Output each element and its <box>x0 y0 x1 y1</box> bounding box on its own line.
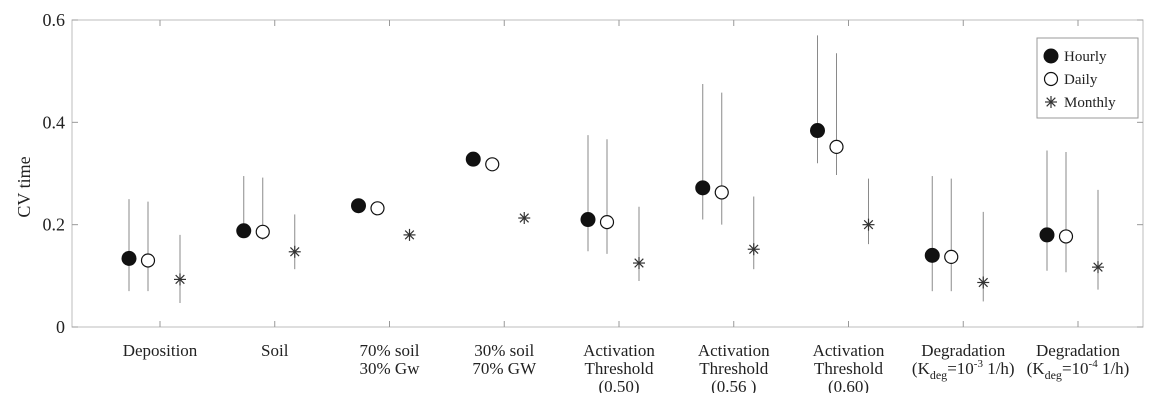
data-point <box>747 243 760 256</box>
category-label: 70% GW <box>472 359 537 378</box>
category-label: Threshold <box>814 359 883 378</box>
legend-label: Monthly <box>1064 95 1116 111</box>
data-point <box>977 276 990 289</box>
category-label: Degradation <box>921 341 1006 360</box>
category-label: Soil <box>261 341 289 360</box>
y-axis-label: CV time <box>14 156 34 217</box>
category-label: 70% soil <box>360 341 420 360</box>
category-label: (0.50) <box>598 377 639 393</box>
series-hourly <box>121 35 1055 292</box>
data-point <box>1058 229 1074 244</box>
asterisk-stroke <box>175 274 185 285</box>
category-label: Activation <box>813 341 885 360</box>
data-point <box>924 247 940 263</box>
category-label: Threshold <box>699 359 768 378</box>
formula-suffix: 1/h) <box>983 359 1015 378</box>
y-tick-label: 0.2 <box>43 215 66 235</box>
category-label: 30% Gw <box>360 359 421 378</box>
data-point <box>370 201 385 216</box>
asterisk-stroke <box>290 247 300 257</box>
data-point <box>174 273 186 286</box>
category-label: Activation <box>698 341 770 360</box>
chart-marks <box>121 35 1104 303</box>
formula-prefix: (K <box>1027 359 1046 378</box>
data-point <box>829 139 844 154</box>
formula-mid: =10 <box>947 359 974 378</box>
category-label: Threshold <box>585 359 654 378</box>
data-point <box>714 185 729 200</box>
category-label: (0.56 ) <box>711 377 756 393</box>
category-label: (0.60) <box>828 377 869 393</box>
data-point <box>695 180 711 196</box>
plot-frame <box>71 19 1144 328</box>
category-label: Activation <box>583 341 655 360</box>
series-monthly <box>174 178 1104 303</box>
series-daily <box>140 53 1074 292</box>
formula-suffix: 1/h) <box>1098 359 1130 378</box>
legend-label: Daily <box>1064 72 1098 88</box>
data-point <box>580 212 596 228</box>
asterisk-stroke <box>749 244 759 254</box>
data-point <box>810 123 825 139</box>
y-tick-label: 0 <box>56 317 65 337</box>
formula-sub: deg <box>1045 368 1062 382</box>
legend-marker <box>1045 96 1057 108</box>
data-point <box>485 157 500 172</box>
category-formula: (Kdeg=10-3 1/h) <box>912 358 1015 382</box>
data-point <box>288 245 301 258</box>
data-point <box>944 249 959 265</box>
asterisk-stroke <box>404 230 415 240</box>
asterisk-stroke <box>634 258 644 268</box>
data-point <box>236 223 252 239</box>
formula-prefix: (K <box>912 359 931 378</box>
data-point <box>121 250 137 266</box>
asterisk-stroke <box>1093 262 1103 272</box>
legend-label: Hourly <box>1064 49 1107 65</box>
asterisk-stroke <box>978 277 988 288</box>
legend-marker <box>1043 71 1059 87</box>
category-formula: (Kdeg=10-4 1/h) <box>1027 358 1130 382</box>
category-label: Degradation <box>1036 341 1121 360</box>
data-point <box>599 215 615 230</box>
formula-sup: -4 <box>1089 358 1099 370</box>
data-point <box>351 198 366 214</box>
data-point <box>1092 261 1104 274</box>
data-point <box>518 212 531 225</box>
legend-marker <box>1043 48 1059 64</box>
y-tick-label: 0.4 <box>43 112 66 132</box>
data-point <box>255 224 270 239</box>
formula-mid: =10 <box>1062 359 1089 378</box>
data-point <box>403 228 416 241</box>
data-point <box>465 151 481 167</box>
formula-sup: -3 <box>974 358 984 370</box>
data-point <box>1039 227 1055 243</box>
data-point <box>633 257 645 270</box>
category-label: Deposition <box>123 341 198 360</box>
asterisk-stroke <box>863 219 874 230</box>
y-axis: 0 0.2 0.4 0.6 <box>43 10 1143 337</box>
legend: Hourly Daily Monthly <box>1036 37 1139 119</box>
data-point <box>140 253 156 268</box>
plot-border <box>71 19 1144 328</box>
asterisk-stroke <box>1046 97 1056 107</box>
formula-sub: deg <box>930 368 947 382</box>
category-label: 30% soil <box>474 341 534 360</box>
asterisk-stroke <box>519 213 529 223</box>
y-tick-label: 0.6 <box>43 10 66 30</box>
data-point <box>862 218 875 231</box>
